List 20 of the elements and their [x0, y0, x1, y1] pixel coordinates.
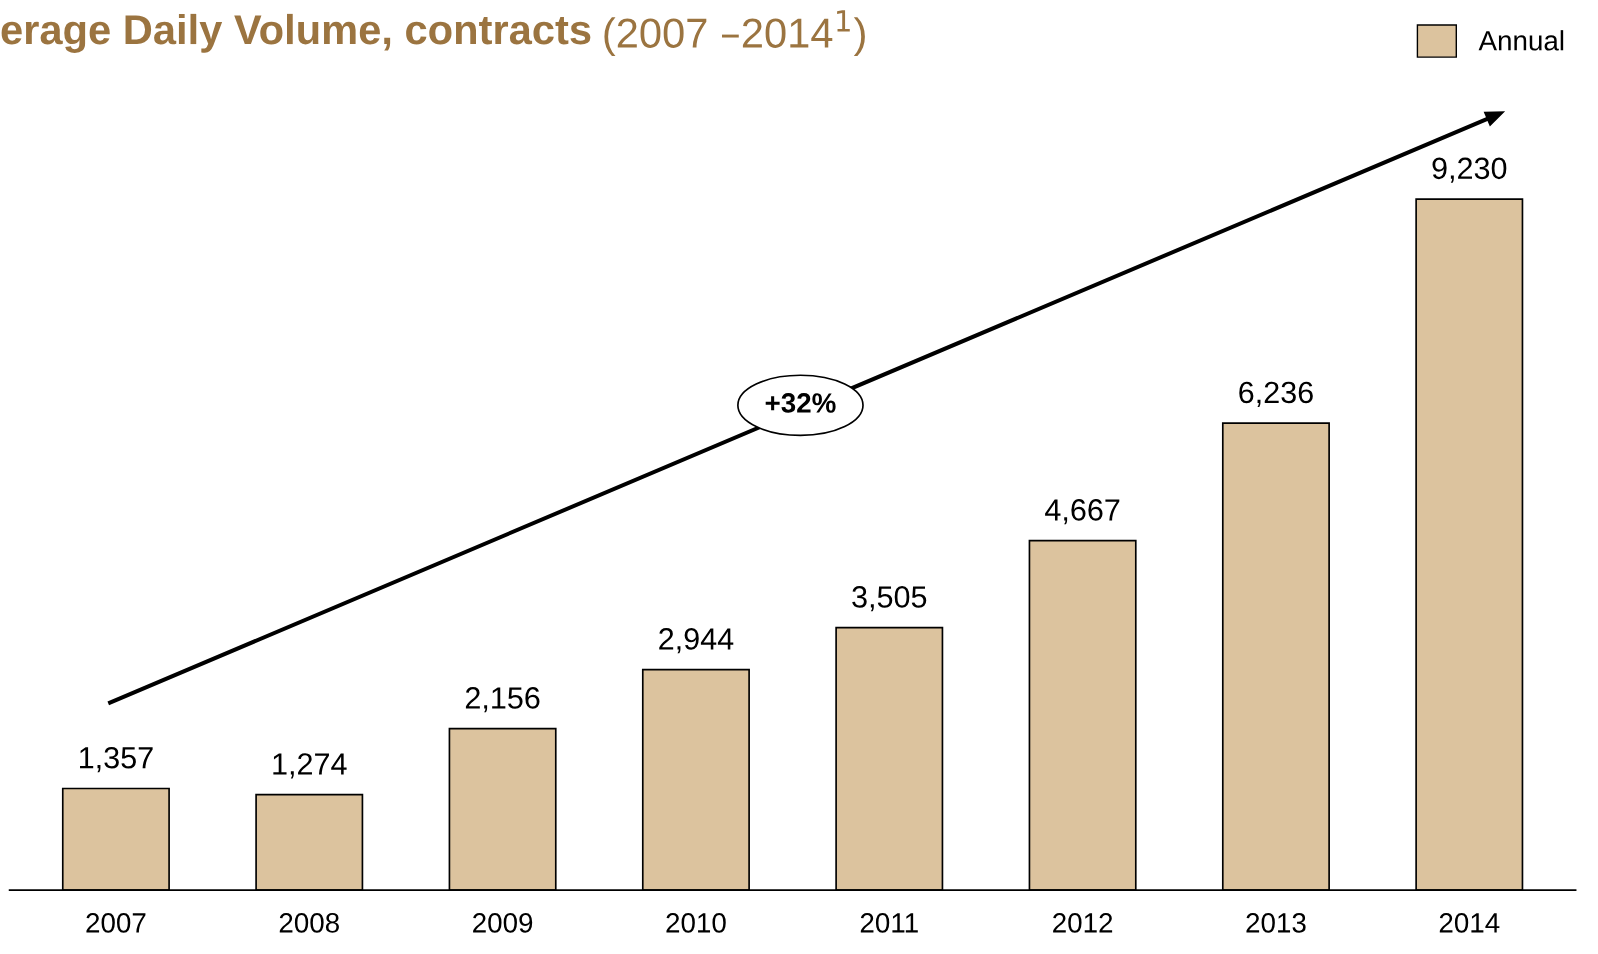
x-tick-label: 2008: [279, 913, 339, 933]
chart-title: erage Daily Volume, contracts: [1, 13, 591, 53]
x-tick-label: 2009: [473, 913, 533, 933]
legend-label: Annual: [1478, 30, 1564, 51]
chart-subtitle: (2007 –2014$^{1}$): [604, 10, 865, 57]
data-label: 1,274: [273, 753, 347, 779]
data-label: 3,505: [852, 586, 927, 612]
annotation: +32%: [765, 393, 836, 413]
x-tick-label: 2012: [1053, 913, 1113, 933]
data-label: 1,357: [80, 746, 153, 773]
data-label: 2,944: [659, 628, 734, 654]
data-label: 9,230: [1432, 157, 1507, 183]
x-tick-label: 2007: [86, 913, 146, 933]
data-label: 4,667: [1045, 499, 1120, 525]
x-tick-label: 2011: [860, 913, 918, 933]
data-label: 2,156: [465, 687, 540, 713]
data-label: 6,236: [1239, 381, 1313, 407]
x-tick-label: 2010: [666, 913, 726, 933]
x-tick-label: 2013: [1246, 913, 1306, 933]
x-tick-label: 2014: [1439, 913, 1500, 933]
